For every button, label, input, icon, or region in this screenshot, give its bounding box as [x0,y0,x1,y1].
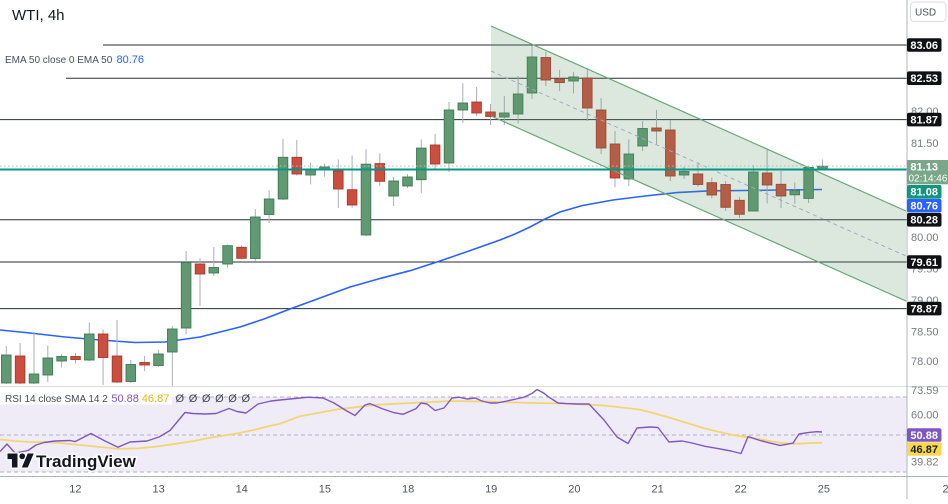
svg-text:19: 19 [485,484,497,496]
svg-text:80.28: 80.28 [910,215,938,227]
svg-text:73.59: 73.59 [911,385,939,397]
svg-text:39.82: 39.82 [911,456,939,468]
svg-text:Ø: Ø [176,393,185,405]
svg-text:25: 25 [818,484,830,496]
svg-text:79.61: 79.61 [910,257,938,269]
svg-text:21: 21 [651,484,663,496]
svg-text:78.50: 78.50 [911,327,939,339]
svg-text:80.00: 80.00 [911,232,939,244]
svg-text:78.87: 78.87 [910,304,938,316]
svg-text:2: 2 [942,484,948,496]
svg-text:14: 14 [236,484,248,496]
svg-text:TradingView: TradingView [36,452,137,471]
svg-text:Ø: Ø [202,393,211,405]
svg-text:Ø: Ø [189,393,198,405]
svg-text:02:14:46: 02:14:46 [909,174,948,185]
svg-text:USD: USD [915,8,936,19]
svg-text:Ø: Ø [228,393,237,405]
svg-text:50.88: 50.88 [910,430,938,442]
svg-text:81.08: 81.08 [910,187,938,199]
svg-text:RSI 14 close SMA 14 2: RSI 14 close SMA 14 2 [5,394,108,405]
svg-text:13: 13 [152,484,164,496]
svg-text:22: 22 [735,484,747,496]
svg-text:Ø: Ø [242,393,251,405]
svg-text:80.76: 80.76 [117,54,145,66]
svg-text:83.06: 83.06 [910,40,938,52]
svg-text:Ø: Ø [215,393,224,405]
svg-text:46.87: 46.87 [910,444,938,456]
svg-text:82.53: 82.53 [910,73,938,85]
svg-text:15: 15 [319,484,331,496]
svg-text:WTI, 4h: WTI, 4h [12,7,65,24]
svg-text:20: 20 [568,484,580,496]
svg-text:EMA 50 close 0 EMA 50: EMA 50 close 0 EMA 50 [5,55,113,66]
svg-text:80.76: 80.76 [910,201,938,213]
svg-text:50.88: 50.88 [111,393,139,405]
svg-text:78.00: 78.00 [911,356,939,368]
svg-text:81.87: 81.87 [910,115,938,127]
svg-text:81.50: 81.50 [911,138,939,150]
svg-text:81.13: 81.13 [910,161,938,173]
svg-text:18: 18 [402,484,414,496]
svg-text:60.00: 60.00 [911,409,939,421]
svg-text:12: 12 [69,484,81,496]
svg-text:46.87: 46.87 [142,393,170,405]
